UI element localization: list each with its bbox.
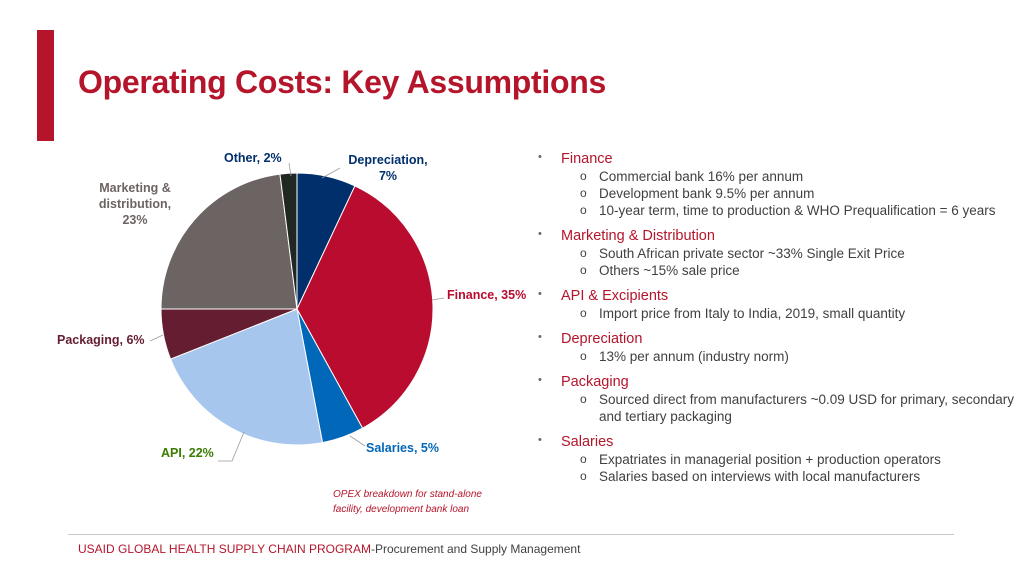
assumption-detail: o Sourced direct from manufacturers ~0.09… [561,391,1018,425]
leader-finance [431,297,445,301]
assumption-item: • Depreciation o 13% per annum (industry no… [538,330,1018,365]
sub-bullet-icon: o [580,306,587,320]
pie-slice-other [279,172,298,310]
label-depreciation-line2: 7% [378,169,398,183]
bullet-icon: • [538,331,542,343]
assumption-detail: o Expatriates in managerial position + pr… [561,451,1018,468]
bullet-icon: • [538,288,542,300]
accent-bar [37,30,54,141]
label-packaging: Packaging, 6% [57,333,145,347]
sub-bullet-icon: o [580,452,587,466]
label-finance: Finance, 35% [447,288,527,302]
assumption-detail: o 10-year term, time to production & WHO … [561,202,1018,219]
assumption-item: • Salaries o Expatriates in managerial posi… [538,433,1018,485]
assumption-detail-text: Expatriates in managerial position + pro… [599,452,941,467]
sub-bullet-icon: o [580,469,587,483]
assumption-detail-text: 13% per annum (industry norm) [599,349,789,364]
assumption-heading: Marketing & Distribution [561,228,715,244]
assumption-detail-text: Others ~15% sale price [599,263,740,278]
label-marketing-line2: distribution, [98,197,172,211]
assumption-detail: o Commercial bank 16% per annum [561,168,1018,185]
sub-bullet-icon: o [580,349,587,363]
footer-org: USAID GLOBAL HEALTH SUPPLY CHAIN PROGRAM [78,542,371,556]
sub-bullet-icon: o [580,203,587,217]
assumption-detail: o Others ~15% sale price [561,262,1018,279]
leader-depreciation [321,167,341,179]
assumption-detail: o South African private sector ~33% Singl… [561,245,1018,262]
chart-note-line2: facility, development bank loan [333,504,470,515]
assumption-detail: o Import price from Italy to India, 2019,… [561,305,1018,322]
page-title: Operating Costs: Key Assumptions [78,64,606,100]
assumption-item: • Marketing & Distribution o South African … [538,227,1018,279]
assumption-detail-text: Commercial bank 16% per annum [599,169,804,184]
bullet-icon: • [538,374,542,386]
footer-subtitle: -Procurement and Supply Management [370,542,581,556]
chart-note: OPEX breakdown for stand-alone facility,… [333,487,493,517]
assumption-heading: Salaries [561,434,614,450]
assumption-detail-text: Sourced direct from manufacturers ~0.09 … [599,392,1015,424]
bullet-icon: • [538,151,542,163]
label-depreciation-line1: Depreciation, [348,153,428,167]
sub-bullet-icon: o [580,169,587,183]
chart-note-line1: OPEX breakdown for stand-alone [333,489,482,500]
leader-api [218,431,245,462]
assumption-detail: o 13% per annum (industry norm) [561,348,1018,365]
pie-slice-marketing-distribution [160,173,298,310]
bullet-icon: • [538,434,542,446]
assumption-detail-text: Salaries based on interviews with local … [599,469,921,484]
assumption-heading: API & Excipients [561,288,669,304]
assumption-detail-text: Import price from Italy to India, 2019, … [599,306,906,321]
label-marketing-line3: 23% [122,213,148,227]
assumption-heading: Finance [561,151,613,167]
leader-packaging [149,334,164,342]
label-api: API, 22% [161,446,214,460]
assumption-detail: o Salaries based on interviews with local… [561,468,1018,485]
assumption-item: • Finance o Commercial bank 16% per annum o D… [538,150,1018,219]
pie-slice-finance [296,185,434,429]
assumption-detail: o Development bank 9.5% per annum [561,185,1018,202]
label-depreciation: Depreciation, 7% [340,152,436,184]
assumption-heading: Depreciation [561,331,643,347]
footer-divider [68,534,954,535]
leader-salaries [349,435,366,447]
label-salaries: Salaries, 5% [366,441,439,455]
sub-bullet-icon: o [580,392,587,406]
pie-slice-api [169,308,324,446]
label-other: Other, 2% [224,151,282,165]
bullet-icon: • [538,228,542,240]
footer: USAID GLOBAL HEALTH SUPPLY CHAIN PROGRAM… [78,542,580,556]
sub-bullet-icon: o [580,186,587,200]
sub-bullet-icon: o [580,246,587,260]
assumption-detail-text: Development bank 9.5% per annum [599,186,815,201]
assumption-detail-text: 10-year term, time to production & WHO P… [599,203,996,218]
assumptions-list: • Finance o Commercial bank 16% per annum o D… [538,150,1018,493]
assumption-heading: Packaging [561,374,629,390]
label-marketing-line1: Marketing & [99,181,171,195]
assumption-item: • Packaging o Sourced direct from manufactu… [538,373,1018,425]
assumption-detail-text: South African private sector ~33% Single… [599,246,905,261]
leader-other [288,162,292,177]
sub-bullet-icon: o [580,263,587,277]
assumption-item: • API & Excipients o Import price from Ital… [538,287,1018,322]
label-marketing: Marketing & distribution, 23% [86,180,184,228]
